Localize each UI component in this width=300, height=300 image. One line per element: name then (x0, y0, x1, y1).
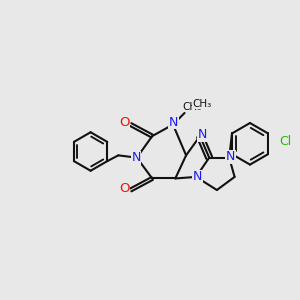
Text: N: N (193, 170, 202, 183)
Text: N: N (131, 151, 141, 164)
Text: Cl: Cl (279, 135, 291, 148)
Text: N: N (198, 128, 207, 141)
Text: CH₃: CH₃ (183, 102, 202, 112)
Text: CH₃: CH₃ (192, 99, 212, 109)
Text: O: O (119, 182, 130, 195)
Text: N: N (226, 150, 236, 164)
Text: N: N (169, 116, 178, 129)
Text: O: O (119, 116, 130, 129)
